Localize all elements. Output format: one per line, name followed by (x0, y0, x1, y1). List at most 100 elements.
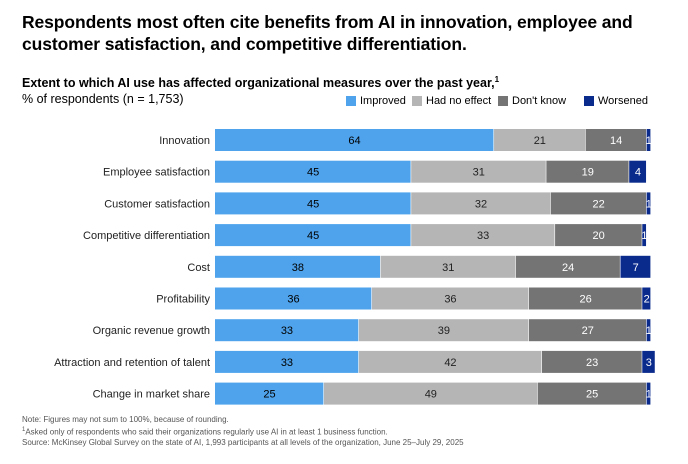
bar-cost-dont-know (515, 255, 620, 278)
value-label-profitability-dont-know: 26 (579, 294, 591, 306)
footnote-note: Note: Figures may not sum to 100%, becau… (22, 415, 229, 424)
legend-label-worsened: Worsened (598, 95, 648, 107)
category-label-cost: Cost (187, 262, 210, 274)
bar-cost-improved (215, 255, 381, 278)
bar-attraction-and-retention-of-talent-no-effect (358, 350, 542, 373)
bar-employee-satisfaction-no-effect (411, 160, 546, 183)
category-label-innovation: Innovation (159, 135, 210, 147)
units-label: % of respondents (n = 1,753) (22, 92, 184, 106)
bar-cost-worsened (620, 255, 651, 278)
value-label-innovation-no-effect: 21 (534, 135, 546, 147)
bar-attraction-and-retention-of-talent-worsened (642, 350, 655, 373)
legend-swatch-improved (346, 96, 356, 106)
value-label-employee-satisfaction-worsened: 4 (635, 167, 641, 179)
value-label-competitive-differentiation-improved: 45 (307, 230, 319, 242)
bar-employee-satisfaction-dont-know (546, 160, 629, 183)
bar-customer-satisfaction-dont-know (550, 192, 647, 215)
bar-profitability-worsened (642, 287, 651, 310)
value-label-employee-satisfaction-no-effect: 31 (473, 167, 485, 179)
value-label-change-in-market-share-no-effect: 49 (425, 389, 437, 401)
legend-swatch-dont-know (498, 96, 508, 106)
bar-profitability-no-effect (371, 287, 529, 310)
value-label-change-in-market-share-worsened: 1 (646, 389, 652, 401)
bar-employee-satisfaction-improved (215, 160, 411, 183)
value-label-innovation-dont-know: 14 (610, 135, 622, 147)
value-label-cost-improved: 38 (292, 262, 304, 274)
value-label-profitability-improved: 36 (287, 294, 299, 306)
bar-customer-satisfaction-worsened (646, 192, 651, 215)
value-label-competitive-differentiation-worsened: 1 (641, 230, 647, 242)
bar-organic-revenue-growth-dont-know (528, 319, 647, 342)
bar-innovation-improved (215, 129, 494, 151)
bar-competitive-differentiation-no-effect (411, 224, 555, 247)
category-label-employee-satisfaction: Employee satisfaction (103, 167, 210, 179)
category-label-organic-revenue-growth: Organic revenue growth (93, 325, 210, 337)
value-label-innovation-improved: 64 (348, 135, 360, 147)
bar-change-in-market-share-no-effect (324, 382, 538, 405)
bar-competitive-differentiation-worsened (642, 224, 647, 247)
footnote-1-marker: 1 (22, 427, 26, 434)
bar-competitive-differentiation-improved (215, 224, 411, 247)
value-label-cost-worsened: 7 (633, 262, 639, 274)
value-label-organic-revenue-growth-worsened: 1 (646, 325, 652, 337)
footnote-1: 1Asked only of respondents who said thei… (22, 425, 464, 438)
legend-item-improved: Improved (346, 95, 406, 107)
bar-organic-revenue-growth-no-effect (358, 319, 529, 342)
subtitle-text: Extent to which AI use has affected orga… (22, 76, 495, 91)
legend-item-dont-know: Don't know (498, 95, 566, 107)
category-label-attraction-and-retention-of-talent: Attraction and retention of talent (54, 357, 210, 369)
value-label-attraction-and-retention-of-talent-dont-know: 23 (586, 357, 598, 369)
legend-item-no-effect: Had no effect (412, 95, 491, 107)
bar-innovation-worsened (646, 129, 651, 151)
value-label-customer-satisfaction-improved: 45 (307, 198, 319, 210)
value-label-employee-satisfaction-dont-know: 19 (582, 167, 594, 179)
value-label-employee-satisfaction-improved: 45 (307, 167, 319, 179)
category-label-customer-satisfaction: Customer satisfaction (104, 198, 210, 210)
legend-swatch-no-effect (412, 96, 422, 106)
value-label-attraction-and-retention-of-talent-improved: 33 (281, 357, 293, 369)
chart-subtitle: Extent to which AI use has affected orga… (22, 75, 499, 90)
value-label-attraction-and-retention-of-talent-no-effect: 42 (444, 357, 456, 369)
value-label-cost-no-effect: 31 (442, 262, 454, 274)
bar-innovation-dont-know (585, 129, 647, 151)
bar-change-in-market-share-dont-know (537, 382, 647, 405)
footnotes: Note: Figures may not sum to 100%, becau… (22, 415, 464, 449)
bar-customer-satisfaction-improved (215, 192, 411, 215)
value-label-organic-revenue-growth-no-effect: 39 (438, 325, 450, 337)
value-label-customer-satisfaction-no-effect: 32 (475, 198, 487, 210)
subtitle-footnote-marker: 1 (494, 75, 500, 84)
bar-change-in-market-share-worsened (646, 382, 651, 405)
value-label-profitability-worsened: 2 (644, 294, 650, 306)
category-label-competitive-differentiation: Competitive differentiation (83, 230, 210, 242)
value-label-customer-satisfaction-dont-know: 22 (593, 198, 605, 210)
legend-item-worsened: Worsened (584, 95, 648, 107)
bar-organic-revenue-growth-worsened (646, 319, 651, 342)
footnote-1-text: Asked only of respondents who said their… (25, 427, 388, 437)
bar-cost-no-effect (380, 255, 516, 278)
bar-profitability-improved (215, 287, 372, 310)
value-label-attraction-and-retention-of-talent-worsened: 3 (646, 357, 652, 369)
value-label-competitive-differentiation-dont-know: 20 (593, 230, 605, 242)
bar-profitability-dont-know (528, 287, 642, 310)
category-label-change-in-market-share: Change in market share (93, 389, 210, 401)
bar-change-in-market-share-improved (215, 382, 324, 405)
bar-attraction-and-retention-of-talent-improved (215, 350, 359, 373)
legend-label-improved: Improved (360, 95, 406, 107)
value-label-change-in-market-share-improved: 25 (263, 389, 275, 401)
value-label-competitive-differentiation-no-effect: 33 (477, 230, 489, 242)
footnote-source: Source: McKinsey Global Survey on the st… (22, 438, 464, 448)
bar-innovation-no-effect (494, 129, 585, 151)
value-label-organic-revenue-growth-dont-know: 27 (582, 325, 594, 337)
value-label-cost-dont-know: 24 (562, 262, 574, 274)
legend-label-no-effect: Had no effect (426, 95, 492, 107)
bar-employee-satisfaction-worsened (629, 160, 647, 183)
value-label-organic-revenue-growth-improved: 33 (281, 325, 293, 337)
bar-customer-satisfaction-no-effect (411, 192, 551, 215)
bar-organic-revenue-growth-improved (215, 319, 359, 342)
category-label-profitability: Profitability (156, 294, 210, 306)
legend-label-dont-know: Don't know (512, 95, 567, 107)
value-label-innovation-worsened: 1 (646, 135, 652, 147)
value-label-profitability-no-effect: 36 (444, 294, 456, 306)
bar-competitive-differentiation-dont-know (555, 224, 642, 247)
